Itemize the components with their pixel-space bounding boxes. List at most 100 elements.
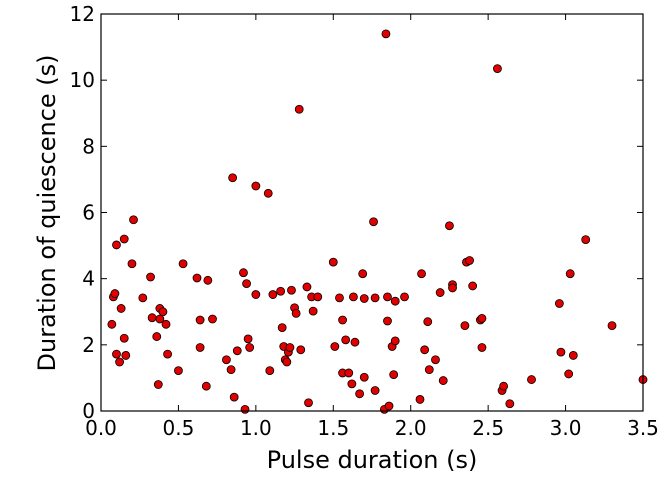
data-point	[163, 349, 172, 359]
data-point	[338, 315, 347, 325]
data-point	[153, 380, 163, 389]
y-tick-label: 8	[82, 134, 95, 158]
data-point	[203, 275, 213, 285]
x-tick-label: 1.5	[317, 416, 349, 440]
data-point	[251, 181, 261, 191]
data-point	[370, 386, 380, 395]
data-point	[390, 336, 400, 346]
data-point	[107, 319, 117, 329]
data-point	[240, 404, 250, 414]
data-point	[263, 188, 273, 198]
data-point	[358, 269, 368, 279]
data-point	[308, 306, 318, 316]
y-tick-label: 4	[82, 267, 95, 291]
data-point	[556, 347, 566, 357]
data-point	[448, 283, 457, 293]
data-point	[581, 235, 591, 245]
data-point	[119, 234, 129, 244]
data-point	[195, 343, 205, 352]
data-point	[431, 355, 440, 365]
data-point	[294, 104, 304, 114]
data-point	[381, 29, 391, 39]
data-point	[335, 293, 344, 303]
data-point	[424, 365, 434, 375]
data-point	[178, 259, 188, 269]
x-tick-label: 3.0	[550, 416, 582, 440]
x-axis-title: Pulse duration (s)	[267, 446, 478, 474]
data-point	[127, 259, 137, 269]
data-point	[195, 315, 205, 325]
data-points	[107, 29, 648, 414]
data-point	[400, 292, 409, 302]
data-point	[161, 319, 171, 329]
data-point	[564, 369, 574, 379]
data-point	[155, 314, 165, 324]
data-point	[350, 337, 360, 347]
x-tick-label: 2.0	[395, 416, 427, 440]
data-point	[313, 292, 323, 302]
data-point	[349, 292, 358, 302]
data-point	[554, 299, 564, 308]
data-point	[423, 317, 433, 327]
data-point	[287, 285, 296, 295]
y-tick-labels: 0 2 4 6 8 10 12	[70, 2, 95, 423]
data-point	[138, 293, 148, 303]
data-point	[147, 313, 157, 323]
data-point	[344, 368, 354, 378]
data-point	[565, 269, 575, 279]
data-point	[277, 323, 287, 333]
data-point	[152, 332, 162, 341]
data-point	[222, 355, 231, 365]
data-point	[390, 296, 400, 306]
data-point	[389, 370, 399, 380]
data-point	[460, 321, 470, 331]
data-point	[384, 401, 394, 411]
data-point	[359, 294, 369, 303]
data-point	[435, 288, 445, 297]
data-point	[527, 375, 536, 384]
data-point	[116, 304, 126, 313]
data-point	[499, 381, 509, 391]
data-point	[208, 314, 217, 324]
data-point	[115, 357, 124, 367]
data-point	[129, 215, 138, 225]
data-point	[243, 334, 253, 344]
data-point	[468, 281, 478, 291]
data-point	[121, 351, 131, 360]
data-point	[302, 282, 312, 292]
data-point	[465, 256, 474, 265]
data-point	[369, 217, 378, 227]
x-tick-label: 0.5	[163, 416, 195, 440]
data-point	[174, 366, 183, 376]
x-tick-labels: 0.0 0.5 1.0 1.5 2.0 2.5 3.0 3.5	[85, 416, 659, 440]
data-point	[568, 351, 578, 360]
data-point	[192, 273, 202, 283]
data-point	[112, 240, 121, 250]
y-axis-title: Duration of quiescence (s)	[33, 54, 61, 371]
data-point	[347, 379, 357, 389]
data-point	[477, 313, 487, 323]
data-point	[341, 335, 351, 345]
data-point	[355, 389, 365, 399]
data-point	[438, 376, 448, 385]
data-point	[110, 289, 120, 298]
y-tick-label: 2	[82, 333, 95, 357]
data-point	[420, 345, 430, 355]
data-point	[229, 392, 239, 402]
data-point	[415, 395, 425, 404]
data-point	[304, 398, 313, 408]
data-point	[445, 221, 454, 231]
data-point	[265, 366, 275, 376]
x-tick-label: 0.0	[85, 416, 117, 440]
data-point	[245, 343, 255, 352]
data-point	[383, 292, 392, 302]
x-tick-label: 3.5	[627, 416, 659, 440]
data-point	[239, 268, 248, 278]
data-point	[296, 345, 306, 355]
data-point	[359, 372, 369, 382]
data-point	[242, 279, 251, 289]
data-point	[268, 290, 278, 299]
data-point	[146, 272, 155, 282]
data-point	[370, 293, 380, 303]
data-point	[282, 357, 292, 367]
